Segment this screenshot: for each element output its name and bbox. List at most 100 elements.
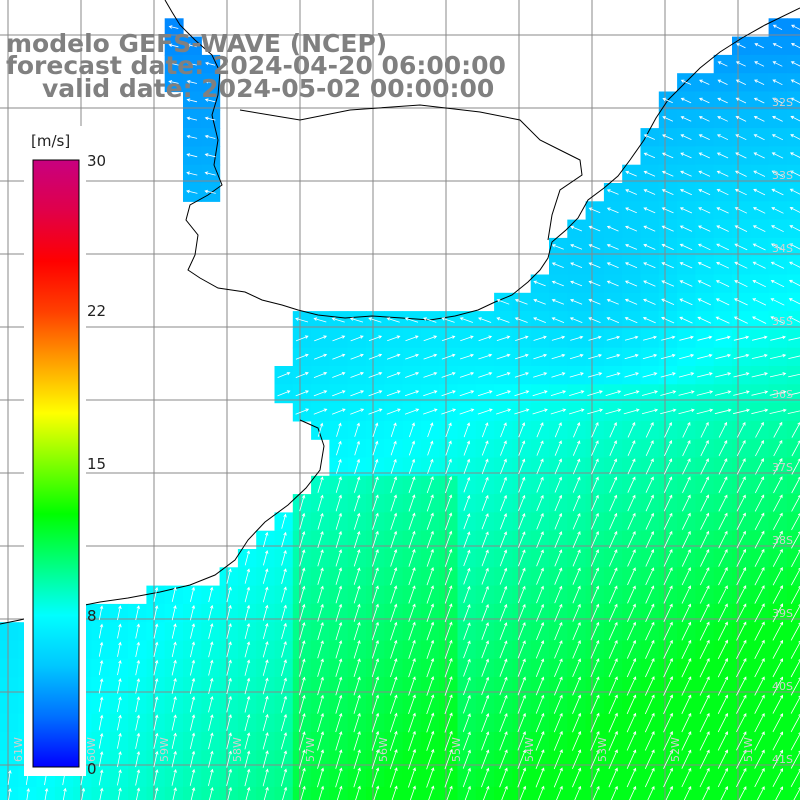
wind-arrow	[481, 713, 490, 733]
wind-arrow	[481, 458, 489, 475]
wind-arrow	[404, 390, 420, 397]
wind-cell	[768, 512, 788, 532]
wind-cell	[713, 640, 733, 660]
wind-arrow	[372, 476, 379, 493]
wind-arrow	[661, 243, 674, 250]
wind-arrow	[588, 335, 602, 341]
wind-arrow	[536, 531, 544, 548]
wind-cell	[750, 549, 770, 568]
wind-arrow	[681, 530, 691, 549]
wind-arrow	[478, 353, 493, 360]
wind-arrow	[536, 458, 544, 475]
wind-arrow	[518, 513, 526, 530]
wind-cell	[695, 457, 715, 477]
wind-arrow	[186, 171, 198, 176]
wind-arrow	[536, 567, 544, 585]
wind-cell	[494, 786, 513, 800]
wind-arrow	[663, 639, 673, 659]
wind-arrow	[135, 623, 140, 639]
wind-arrow	[698, 152, 710, 159]
wind-arrow	[627, 549, 636, 567]
wind-arrow	[680, 152, 692, 159]
wind-cell	[768, 603, 788, 623]
wind-arrow	[736, 548, 746, 567]
wind-arrow	[317, 694, 324, 714]
wind-arrow	[751, 408, 769, 415]
wind-arrow	[572, 676, 581, 696]
wind-arrow	[168, 43, 179, 48]
wind-arrow	[117, 714, 122, 731]
wind-arrow	[682, 476, 691, 493]
wind-arrow	[262, 604, 269, 621]
wind-arrow	[773, 421, 783, 438]
wind-cell	[732, 640, 751, 660]
wind-arrow	[98, 751, 104, 767]
wind-arrow	[663, 731, 673, 751]
wind-cell	[713, 750, 733, 770]
wind-arrow	[681, 548, 691, 567]
wind-arrow	[572, 476, 581, 493]
wind-arrow	[408, 748, 416, 770]
wind-arrow	[736, 439, 746, 457]
wind-arrow	[627, 440, 636, 456]
wind-arrow	[663, 767, 673, 788]
wind-arrow	[663, 749, 673, 769]
wind-arrow	[718, 494, 728, 512]
wind-arrow	[441, 408, 457, 415]
wind-arrow	[463, 604, 471, 622]
wind-arrow	[463, 513, 471, 530]
wind-cell	[677, 622, 696, 642]
wind-arrow	[281, 568, 287, 585]
wind-arrow	[590, 640, 600, 659]
wind-arrow	[609, 440, 617, 456]
wind-arrow	[262, 768, 269, 787]
wind-arrow	[679, 207, 693, 214]
wind-arrow	[405, 372, 420, 378]
wind-cell	[695, 695, 715, 715]
wind-arrow	[481, 549, 489, 567]
wind-cell	[677, 658, 696, 678]
wind-arrow	[679, 335, 694, 341]
wind-arrow	[500, 440, 507, 456]
wind-arrow	[588, 225, 601, 232]
wind-cell	[713, 494, 733, 513]
wind-arrow	[698, 207, 711, 214]
wind-cell	[768, 695, 788, 715]
wind-arrow	[517, 712, 526, 733]
wind-arrow	[790, 134, 800, 140]
wind-cell	[732, 567, 751, 587]
wind-arrow	[445, 476, 453, 494]
wind-arrow	[371, 712, 380, 733]
wind-arrow	[244, 750, 251, 768]
wind-arrow	[587, 372, 603, 378]
wind-arrow	[423, 390, 438, 397]
wind-cell	[713, 439, 733, 459]
wind-arrow	[736, 603, 747, 623]
wind-arrow	[299, 530, 306, 549]
wind-cell	[695, 530, 715, 550]
wind-arrow	[772, 676, 783, 696]
wind-arrow	[754, 603, 765, 623]
wind-arrow	[244, 659, 251, 676]
wind-arrow	[679, 262, 693, 269]
wind-arrow	[643, 262, 656, 269]
wind-arrow	[700, 440, 709, 457]
wind-arrow	[536, 440, 544, 456]
longitude-label: 54W	[523, 737, 536, 762]
wind-arrow	[172, 787, 177, 800]
wind-arrow	[699, 676, 710, 696]
longitude-label: 61W	[12, 737, 25, 762]
wind-arrow	[717, 97, 728, 104]
wind-cell	[750, 457, 770, 477]
wind-arrow	[591, 494, 599, 512]
wind-arrow	[717, 657, 728, 678]
wind-arrow	[514, 353, 529, 360]
wind-arrow	[171, 623, 177, 639]
wind-arrow	[679, 316, 693, 324]
wind-arrow	[464, 785, 471, 800]
wind-cell	[677, 475, 696, 495]
wind-arrow	[444, 712, 453, 733]
wind-arrow	[661, 262, 674, 269]
wind-arrow	[715, 353, 732, 360]
wind-arrow	[390, 621, 398, 641]
